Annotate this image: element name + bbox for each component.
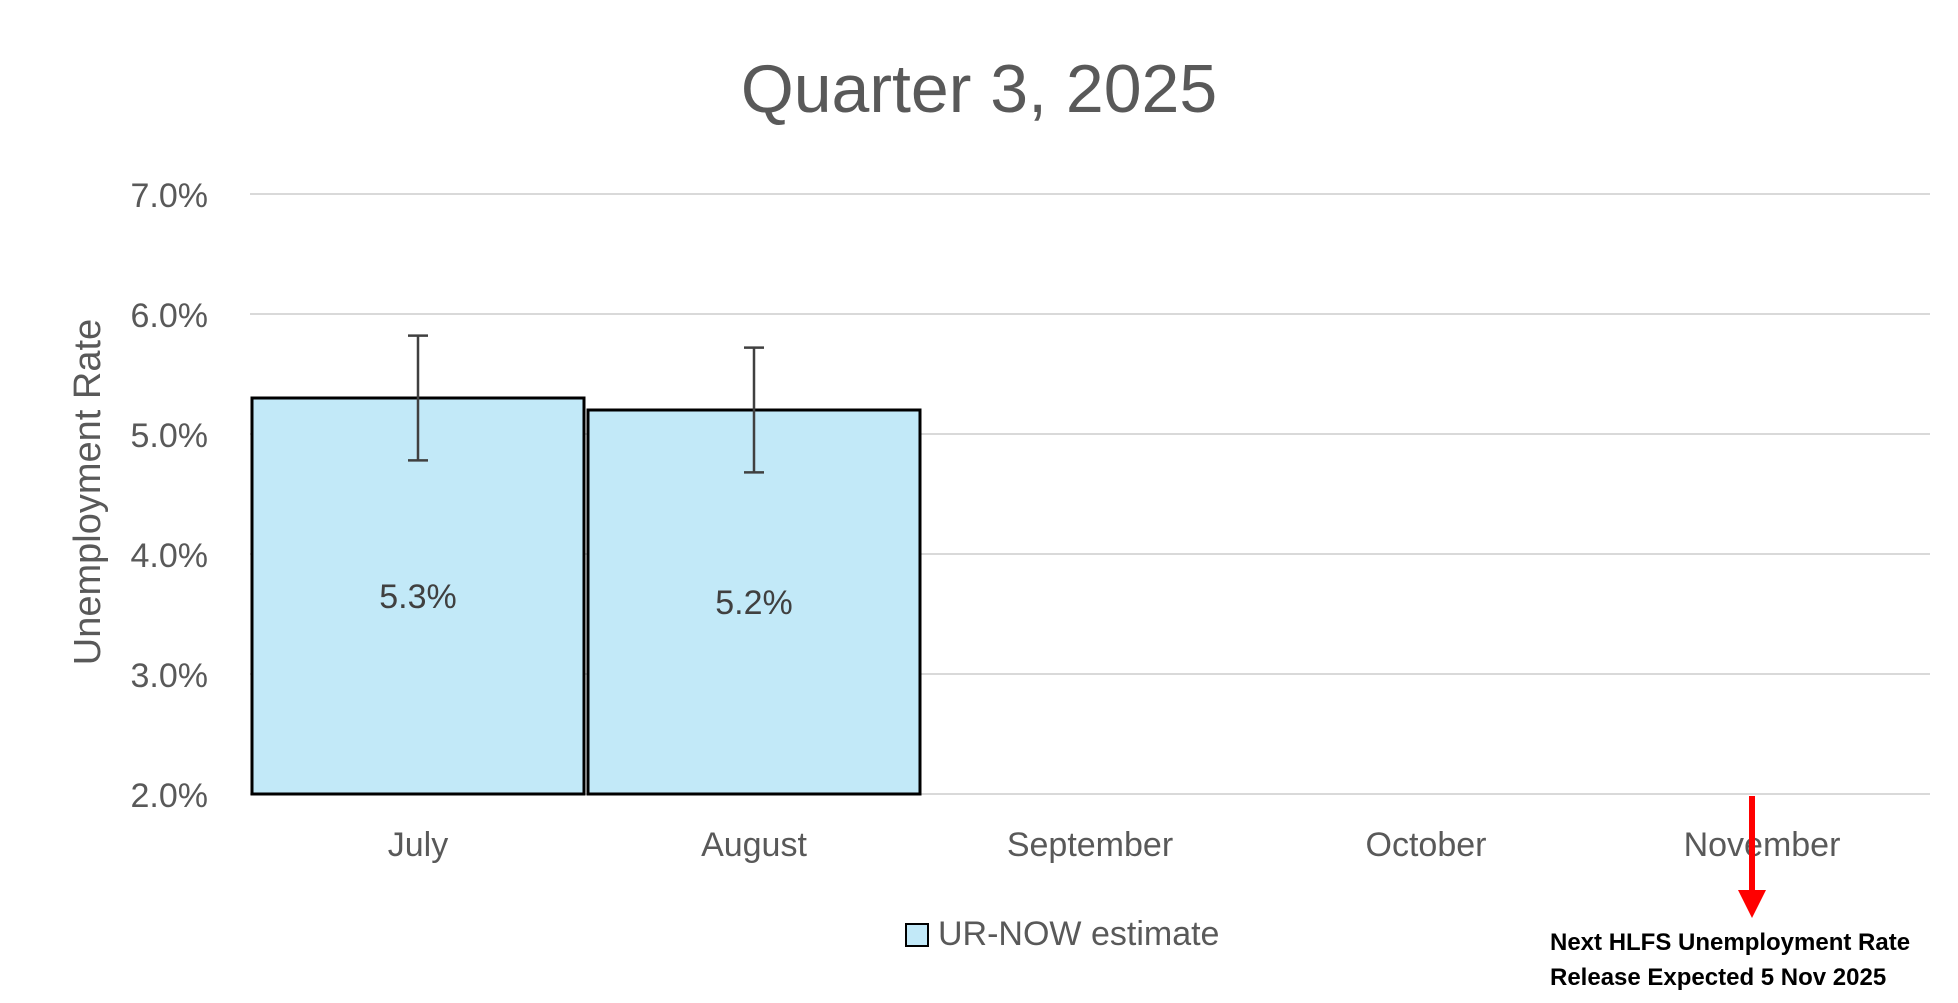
y-tick-label: 5.0% [131, 417, 209, 455]
annotation-text: Release Expected 5 Nov 2025 [1550, 964, 1886, 991]
chart-title: Quarter 3, 2025 [741, 51, 1217, 127]
bar [250, 396, 586, 796]
y-tick-label: 7.0% [131, 177, 209, 215]
legend: UR-NOW estimate [905, 915, 1219, 953]
bar [586, 408, 922, 796]
y-tick-label: 2.0% [131, 777, 209, 815]
bars: 5.3% 5.2% [250, 334, 922, 796]
x-tick-label: August [701, 826, 807, 864]
y-axis-ticks: 2.0% 3.0% 4.0% 5.0% 6.0% 7.0% [131, 177, 209, 815]
annotation-arrow-head [1738, 890, 1766, 918]
annotation-text: Next HLFS Unemployment Rate [1550, 929, 1910, 956]
y-tick-label: 3.0% [131, 657, 209, 695]
data-label: 5.2% [715, 584, 793, 622]
x-tick-label: November [1684, 826, 1841, 864]
release-annotation: Next HLFS Unemployment Rate Release Expec… [1550, 796, 1910, 991]
y-tick-label: 6.0% [131, 297, 209, 335]
x-tick-label: September [1007, 826, 1173, 864]
legend-label: UR-NOW estimate [938, 915, 1219, 953]
data-label: 5.3% [379, 578, 457, 616]
x-axis-ticks: July August September October November [388, 826, 1841, 864]
y-tick-label: 4.0% [131, 537, 209, 575]
legend-swatch [905, 923, 929, 947]
x-tick-label: October [1366, 826, 1487, 864]
y-axis-label: Unemployment Rate [67, 319, 109, 665]
x-tick-label: July [388, 826, 448, 864]
